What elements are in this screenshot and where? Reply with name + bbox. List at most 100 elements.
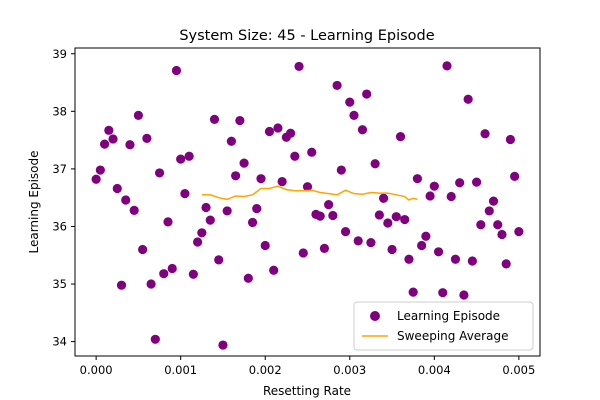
scatter-point [459,290,469,300]
scatter-point [256,174,266,184]
x-tick-label: 0.002 [249,363,282,377]
scatter-point [404,254,414,264]
scatter-point [488,196,499,206]
scatter-point [99,139,110,149]
scatter-point [450,254,461,264]
scatter-point [353,236,363,246]
scatter-point [349,110,359,120]
scatter-point [205,215,215,225]
scatter-point [167,263,177,274]
y-tick-label: 35 [52,277,67,291]
scatter-point [277,176,287,187]
scatter-point [366,237,376,248]
scatter-point [383,218,393,228]
scatter-point [108,134,118,144]
scatter-point [370,159,380,169]
scatter-point [501,259,511,269]
scatter-point [201,202,211,213]
scatter-point [438,288,448,298]
scatter-point [391,212,401,222]
scatter-point [116,280,127,290]
scatter-point [184,151,194,161]
scatter-point [91,174,101,184]
scatter-point [319,243,330,253]
scatter-point [260,240,270,251]
scatter-point [421,231,431,241]
scatter-point [332,80,342,91]
scatter-point [395,132,406,142]
legend-label-sweeping-average: Sweeping Average [397,329,508,343]
scatter-point [467,256,477,266]
scatter-point [154,168,165,178]
scatter-point [514,227,524,237]
x-tick-label: 0.004 [418,363,451,377]
scatter-point [417,240,427,251]
scatter-point [328,210,338,221]
scatter-point [374,210,384,220]
scatter-point [197,228,207,238]
sweeping-average-line [201,185,418,201]
scatter-point [180,189,190,199]
scatter-series [91,61,524,350]
legend-label-learning-episode: Learning Episode [397,309,500,323]
scatter-point [125,140,135,150]
scatter-point [493,220,503,230]
scatter-point [505,134,516,145]
scatter-point [159,269,169,279]
scatter-point [95,165,105,175]
x-tick-label: 0.003 [333,363,366,377]
y-tick-label: 36 [52,219,67,233]
chart-title: System Size: 45 - Learning Episode [179,28,434,44]
scatter-point [209,114,220,124]
scatter-point [133,110,144,120]
scatter-point [315,211,325,221]
scatter-point [129,205,139,215]
scatter-point [290,151,300,161]
scatter-point [362,89,372,99]
scatter-point [264,126,275,137]
scatter-point [378,193,389,203]
scatter-point [324,199,334,210]
y-tick-label: 38 [52,104,67,118]
scatter-point [480,129,490,139]
y-tick-label: 39 [52,47,67,61]
scatter-point [455,178,465,188]
scatter-point [285,128,296,138]
scatter-point [176,154,186,164]
x-tick-label: 0.001 [164,363,197,377]
scatter-point [336,165,346,175]
scatter-point [226,136,237,146]
scatter-point [163,217,173,227]
plot-frame [74,47,541,357]
y-axis-ticks: 34 35 36 37 38 39 [52,47,75,349]
scatter-point [463,94,473,104]
scatter-point [340,227,351,237]
scatter-point [171,65,182,76]
scatter-point [442,61,452,71]
scatter-point [387,244,397,255]
y-tick-label: 34 [52,335,67,349]
x-tick-label: 0.005 [502,363,535,377]
scatter-point [252,204,262,214]
scatter-point [357,125,368,135]
scatter-point [231,171,241,181]
legend: Learning Episode Sweeping Average [353,301,534,351]
scatter-point [425,191,435,201]
scatter-point [298,248,308,258]
scatter-point [408,287,418,297]
scatter-point [243,273,253,283]
legend-box [353,301,534,351]
scatter-point [112,183,122,194]
y-tick-label: 37 [52,162,67,176]
x-axis-ticks: 0.000 0.001 0.002 0.003 0.004 0.005 [80,356,535,377]
scatter-point [247,217,258,228]
scatter-point [269,265,279,275]
scatter-point [484,206,494,216]
scatter-point [471,177,482,187]
scatter-point [433,247,444,257]
scatter-point [294,61,304,72]
scatter-point [214,255,224,265]
scatter-point [235,115,245,126]
scatter-point [222,206,232,216]
